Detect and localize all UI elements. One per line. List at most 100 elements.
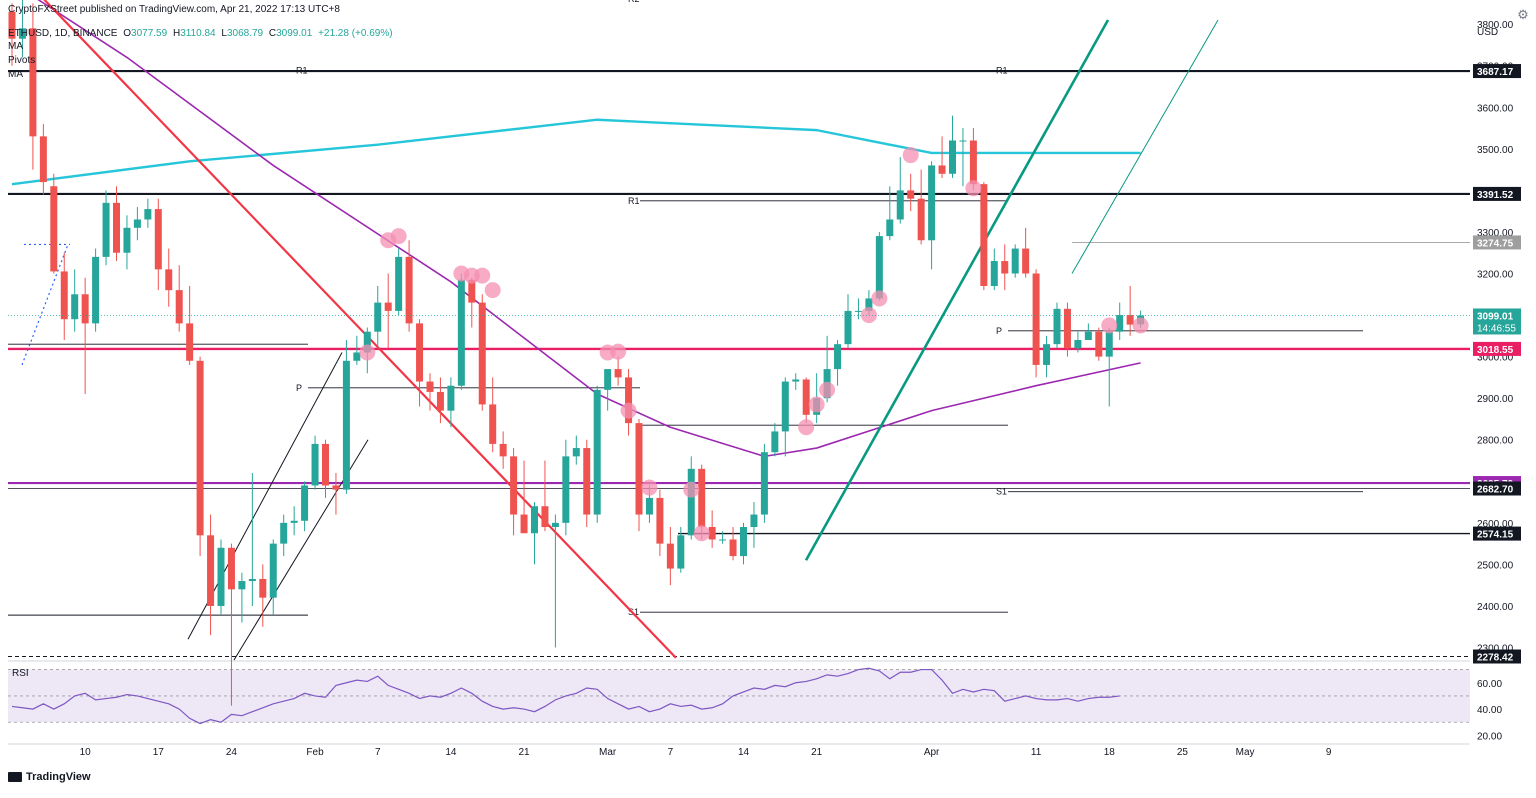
highlight-marker <box>808 396 825 413</box>
candle-body <box>635 423 643 515</box>
green-uptrend-line <box>804 19 1110 561</box>
price-level-label: 3687.17 <box>1477 67 1514 78</box>
highlight-marker <box>965 180 982 197</box>
highlight-marker <box>860 307 877 324</box>
pivot-label: R1 <box>296 66 308 76</box>
candle-body <box>907 190 915 199</box>
candle-body <box>614 369 622 378</box>
candle-body <box>938 165 946 174</box>
price-level-label: 2278.42 <box>1477 653 1514 664</box>
candle-body <box>1011 248 1019 274</box>
candle-body <box>468 279 476 303</box>
price-level-box <box>1473 649 1521 664</box>
red-downtrend-line <box>43 0 677 659</box>
candle-body <box>29 28 37 137</box>
price-level-box <box>1473 235 1521 250</box>
highlight-marker <box>641 479 658 496</box>
tradingview-logo-text: TradingView <box>26 771 91 783</box>
candle-body <box>384 302 392 311</box>
indicator-pivots[interactable]: Pivots <box>8 55 36 66</box>
time-tick-label: Apr <box>924 747 940 758</box>
candle-body <box>917 198 925 241</box>
candle-body <box>322 443 329 486</box>
candle-body <box>1084 331 1092 340</box>
candle-body <box>551 522 559 528</box>
price-level-label: 3018.55 <box>1477 345 1514 356</box>
time-tick-label: 14 <box>738 747 750 758</box>
symbol-label[interactable]: ETHUSD, 1D, BINANCE <box>8 28 118 39</box>
currency-button[interactable]: USD <box>1477 27 1499 38</box>
candle-body <box>949 140 956 174</box>
candle-body <box>457 279 465 386</box>
candle-body <box>363 331 371 353</box>
time-tick-label: May <box>1236 747 1255 758</box>
candle-body <box>729 539 737 557</box>
candle-body <box>92 256 100 324</box>
candle-body <box>227 547 235 590</box>
price-level-box <box>1473 186 1521 201</box>
highlight-marker <box>1101 317 1118 334</box>
open-label: O <box>123 28 132 39</box>
candle-body <box>154 209 162 270</box>
green-uptrend-thin-line <box>1071 19 1219 274</box>
candle-body <box>1022 248 1030 274</box>
pivot-dotted-diagonal <box>21 244 69 366</box>
candle-body <box>520 514 528 534</box>
rsi-tick-label: 40.00 <box>1477 705 1502 716</box>
price-level-box <box>1473 526 1521 541</box>
time-tick-label: 21 <box>518 747 530 758</box>
price-tick-label: 2900.00 <box>1477 394 1514 405</box>
candle-body <box>781 381 789 432</box>
highlight-marker <box>819 381 836 398</box>
last-price-countdown: 14:46:55 <box>1477 323 1516 334</box>
candle-body <box>311 443 319 486</box>
indicator-ma-200[interactable]: MA <box>8 41 23 52</box>
candle-body <box>844 310 852 345</box>
indicator-ma-50[interactable]: MA <box>8 69 23 80</box>
time-tick-label: 14 <box>445 747 457 758</box>
candle-body <box>175 290 183 324</box>
candle-body <box>562 456 570 523</box>
pivot-label: P <box>296 383 302 393</box>
candle-body <box>1105 331 1113 357</box>
candle-body <box>489 404 497 444</box>
candle-body <box>39 136 47 183</box>
ma-200-line <box>11 118 1141 186</box>
time-tick-label: 11 <box>1031 747 1042 758</box>
pivot-label: R2 <box>628 0 640 4</box>
price-tick-label: 3600.00 <box>1477 103 1514 114</box>
candle-body <box>217 547 225 606</box>
candle-body <box>1126 315 1134 325</box>
candle-body <box>259 578 267 598</box>
candle-body <box>865 298 873 311</box>
gear-icon[interactable]: ⚙ <box>1517 7 1529 22</box>
open-value: 3077.59 <box>131 28 168 39</box>
candle-body <box>604 369 612 390</box>
last-price-box <box>1473 308 1521 335</box>
candle-body <box>708 527 716 540</box>
candle-body <box>290 520 298 523</box>
candle-body <box>426 381 434 392</box>
candle-body <box>677 535 685 569</box>
candle-body <box>113 202 120 253</box>
price-tick-label: 2400.00 <box>1477 602 1514 613</box>
price-level-label: 3274.75 <box>1477 238 1514 249</box>
candle-body <box>395 256 403 311</box>
last-price-label: 3099.01 <box>1477 311 1514 322</box>
candle-body <box>447 385 455 411</box>
candle-body <box>572 448 580 457</box>
tradingview-logo[interactable]: TradingView <box>8 771 91 783</box>
candle-body <box>71 294 79 320</box>
candle-body <box>207 535 215 606</box>
candle-body <box>1063 308 1071 349</box>
candle-body <box>875 236 883 299</box>
candle-body <box>133 219 141 228</box>
candle-body <box>1053 308 1061 345</box>
price-tick-label: 2500.00 <box>1477 560 1514 571</box>
pivot-label: R1 <box>628 196 640 206</box>
price-tick-label: 2800.00 <box>1477 436 1514 447</box>
candle-body <box>123 227 131 253</box>
pivot-label: S1 <box>996 487 1007 497</box>
